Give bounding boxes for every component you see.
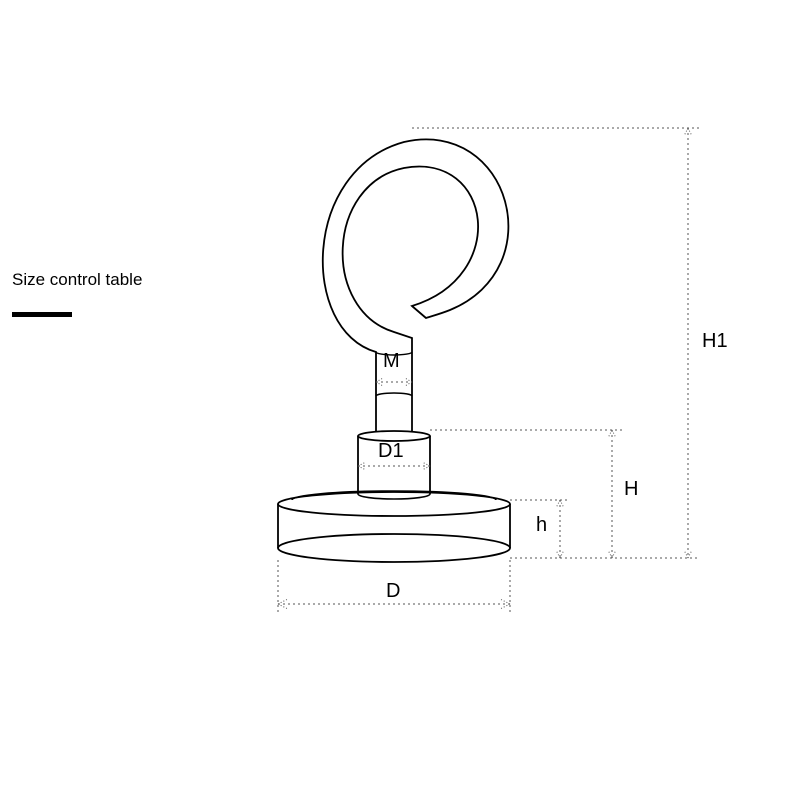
base-bottom-arc [278,548,510,562]
label-H1: H1 [702,330,728,353]
label-h: h [536,514,547,537]
hub-bottom-arc [358,494,430,499]
base-bottom-arc-top [278,534,510,548]
hook-tip-end [412,306,426,318]
label-M: M [383,350,400,373]
diagram-svg [0,0,800,800]
label-D: D [386,580,400,603]
hook-outer [323,139,509,396]
stem-top-arc [376,393,412,396]
label-D1: D1 [378,440,404,463]
base-top-arc-front [278,504,510,516]
label-H: H [624,478,638,501]
